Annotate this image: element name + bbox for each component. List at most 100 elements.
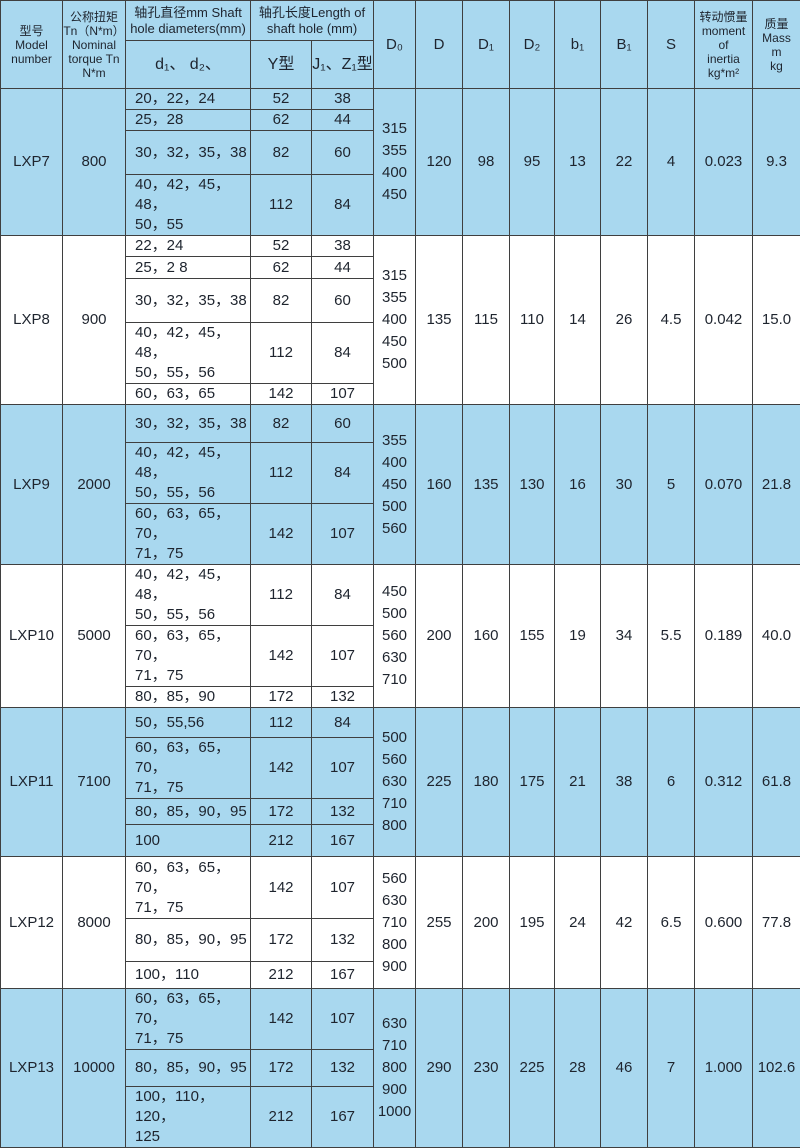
d2-cell: 110 bbox=[510, 236, 555, 405]
mass-cell: 9.3 bbox=[753, 89, 800, 236]
header-jz-type: J₁、Z₁型 bbox=[312, 41, 374, 89]
b1-cell: 14 bbox=[555, 236, 601, 405]
d0-cell: 315 355 400 450 500 bbox=[374, 236, 416, 405]
mass-cell: 77.8 bbox=[753, 857, 800, 989]
model-cell: LXP12 bbox=[1, 857, 63, 989]
d-cell: 160 bbox=[416, 405, 463, 565]
torque-cell: 900 bbox=[63, 236, 126, 405]
y-length-cell: 142 bbox=[251, 384, 312, 405]
mass-cell: 21.8 bbox=[753, 405, 800, 565]
y-length-cell: 62 bbox=[251, 110, 312, 131]
mass-cell: 61.8 bbox=[753, 708, 800, 857]
bb1-cell: 26 bbox=[601, 236, 648, 405]
y-length-cell: 172 bbox=[251, 919, 312, 962]
jz-length-cell: 84 bbox=[312, 708, 374, 738]
d1-cell: 160 bbox=[463, 565, 510, 708]
y-length-cell: 112 bbox=[251, 175, 312, 236]
d1-cell: 135 bbox=[463, 405, 510, 565]
bb1-cell: 34 bbox=[601, 565, 648, 708]
jz-length-cell: 107 bbox=[312, 857, 374, 919]
jz-length-cell: 107 bbox=[312, 626, 374, 687]
d2-cell: 195 bbox=[510, 857, 555, 989]
y-length-cell: 52 bbox=[251, 89, 312, 110]
d-cell: 225 bbox=[416, 708, 463, 857]
diameter-cell: 22，24 bbox=[126, 236, 251, 257]
inertia-cell: 1.000 bbox=[695, 989, 753, 1148]
s-cell: 7 bbox=[648, 989, 695, 1148]
d1-cell: 200 bbox=[463, 857, 510, 989]
diameter-cell: 60，63，65 bbox=[126, 384, 251, 405]
d-cell: 135 bbox=[416, 236, 463, 405]
model-cell: LXP10 bbox=[1, 565, 63, 708]
diameter-cell: 60，63，65，70， 71，75 bbox=[126, 857, 251, 919]
diameter-cell: 60，63，65，70， 71，75 bbox=[126, 626, 251, 687]
header-torque: 公称扭矩 Tn（N*m） Nominal torque Tn N*m bbox=[63, 1, 126, 89]
d2-cell: 225 bbox=[510, 989, 555, 1148]
jz-length-cell: 60 bbox=[312, 405, 374, 443]
header-shaft-diameter: 轴孔直径mm Shaft hole diameters(mm) bbox=[126, 1, 251, 41]
model-cell: LXP9 bbox=[1, 405, 63, 565]
d1-cell: 115 bbox=[463, 236, 510, 405]
y-length-cell: 112 bbox=[251, 443, 312, 504]
jz-length-cell: 44 bbox=[312, 257, 374, 279]
d1-cell: 180 bbox=[463, 708, 510, 857]
jz-length-cell: 38 bbox=[312, 236, 374, 257]
y-length-cell: 82 bbox=[251, 405, 312, 443]
jz-length-cell: 107 bbox=[312, 384, 374, 405]
model-cell: LXP8 bbox=[1, 236, 63, 405]
d2-cell: 175 bbox=[510, 708, 555, 857]
d-cell: 255 bbox=[416, 857, 463, 989]
diameter-cell: 80，85，90，95 bbox=[126, 799, 251, 825]
torque-cell: 2000 bbox=[63, 405, 126, 565]
bb1-cell: 22 bbox=[601, 89, 648, 236]
d2-cell: 155 bbox=[510, 565, 555, 708]
inertia-cell: 0.189 bbox=[695, 565, 753, 708]
jz-length-cell: 107 bbox=[312, 738, 374, 799]
d0-cell: 355 400 450 500 560 bbox=[374, 405, 416, 565]
b1-cell: 13 bbox=[555, 89, 601, 236]
mass-cell: 102.6 bbox=[753, 989, 800, 1148]
y-length-cell: 172 bbox=[251, 687, 312, 708]
diameter-cell: 40，42，45，48， 50，55，56 bbox=[126, 323, 251, 384]
b1-cell: 24 bbox=[555, 857, 601, 989]
d0-cell: 630 710 800 900 1000 bbox=[374, 989, 416, 1148]
d0-cell: 450 500 560 630 710 bbox=[374, 565, 416, 708]
d-cell: 200 bbox=[416, 565, 463, 708]
y-length-cell: 212 bbox=[251, 962, 312, 989]
header-b1: b₁ bbox=[555, 1, 601, 89]
diameter-cell: 30，32，35，38 bbox=[126, 279, 251, 323]
header-s: S bbox=[648, 1, 695, 89]
torque-cell: 8000 bbox=[63, 857, 126, 989]
diameter-cell: 50，55,56 bbox=[126, 708, 251, 738]
mass-cell: 15.0 bbox=[753, 236, 800, 405]
jz-length-cell: 44 bbox=[312, 110, 374, 131]
torque-cell: 5000 bbox=[63, 565, 126, 708]
header-d1: D₁ bbox=[463, 1, 510, 89]
d1-cell: 98 bbox=[463, 89, 510, 236]
header-d2: D₂ bbox=[510, 1, 555, 89]
torque-cell: 7100 bbox=[63, 708, 126, 857]
jz-length-cell: 132 bbox=[312, 799, 374, 825]
d-cell: 290 bbox=[416, 989, 463, 1148]
y-length-cell: 212 bbox=[251, 1087, 312, 1148]
y-length-cell: 112 bbox=[251, 323, 312, 384]
header-model: 型号 Model number bbox=[1, 1, 63, 89]
jz-length-cell: 84 bbox=[312, 175, 374, 236]
header-bb1: B₁ bbox=[601, 1, 648, 89]
bb1-cell: 42 bbox=[601, 857, 648, 989]
header-mass: 质量 Mass m kg bbox=[753, 1, 800, 89]
bb1-cell: 46 bbox=[601, 989, 648, 1148]
jz-length-cell: 132 bbox=[312, 919, 374, 962]
y-length-cell: 142 bbox=[251, 626, 312, 687]
model-cell: LXP11 bbox=[1, 708, 63, 857]
b1-cell: 19 bbox=[555, 565, 601, 708]
diameter-cell: 40，42，45，48， 50，55，56 bbox=[126, 565, 251, 626]
y-length-cell: 172 bbox=[251, 799, 312, 825]
mass-cell: 40.0 bbox=[753, 565, 800, 708]
b1-cell: 28 bbox=[555, 989, 601, 1148]
jz-length-cell: 132 bbox=[312, 1050, 374, 1087]
inertia-cell: 0.600 bbox=[695, 857, 753, 989]
diameter-cell: 20，22，24 bbox=[126, 89, 251, 110]
header-d-sub: d₁、 d₂、 bbox=[126, 41, 251, 89]
